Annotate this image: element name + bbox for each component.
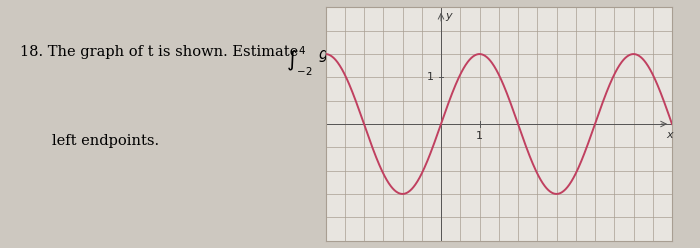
Text: y: y	[446, 11, 452, 21]
Text: $g(x)\,dx$ using twelve subintervals using: $g(x)\,dx$ using twelve subintervals usi…	[318, 45, 609, 64]
Text: 1: 1	[427, 72, 434, 82]
Text: 18. The graph of t is shown. Estimate: 18. The graph of t is shown. Estimate	[20, 45, 302, 59]
Text: 1: 1	[476, 131, 483, 141]
Text: $\int_{-2}^{4}$: $\int_{-2}^{4}$	[286, 45, 312, 78]
Text: x: x	[667, 130, 673, 140]
Text: left endpoints.: left endpoints.	[52, 134, 160, 148]
